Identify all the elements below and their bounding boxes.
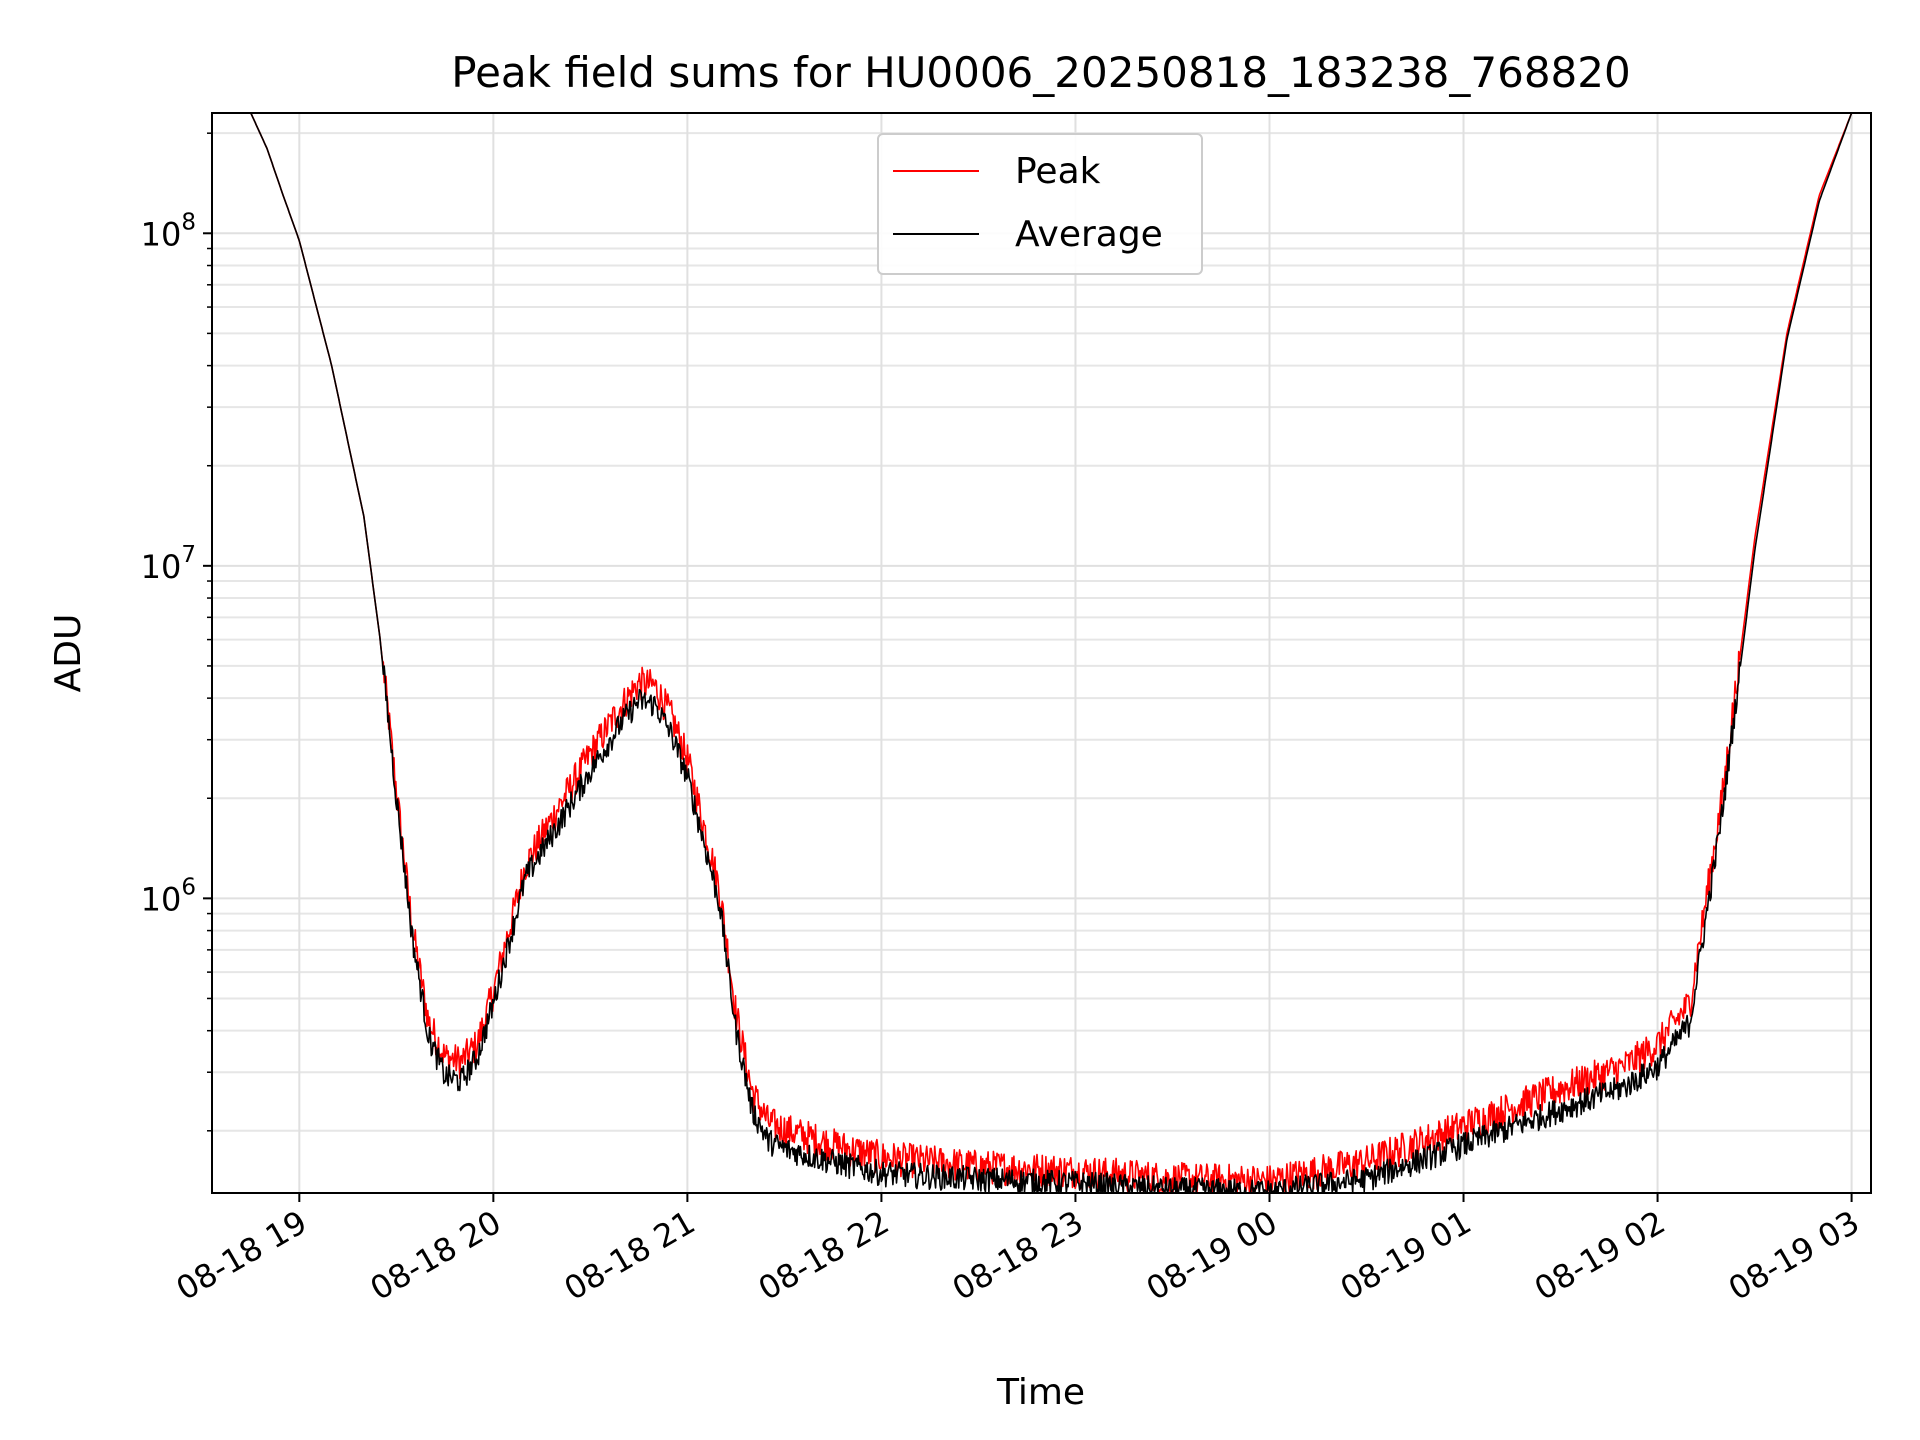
- y-tick-label: 106: [141, 874, 196, 918]
- x-axis-label: Time: [996, 1372, 1085, 1413]
- chart-title: Peak field sums for HU0006_20250818_1832…: [451, 48, 1630, 97]
- y-tick-label: 107: [141, 542, 196, 586]
- legend-box: [877, 133, 1203, 275]
- legend: Peak Average: [877, 133, 1203, 275]
- grid-layer: [212, 113, 1871, 1193]
- y-tick-label: 108: [141, 209, 196, 253]
- legend-label-peak: Peak: [1015, 151, 1101, 192]
- series-line-average: [250, 112, 1853, 1194]
- series-line-peak: [250, 112, 1853, 1194]
- series-layer: [250, 112, 1853, 1194]
- legend-label-average: Average: [1015, 214, 1163, 255]
- plot-frame: [211, 112, 1872, 1194]
- y-axis-label: ADU: [48, 614, 89, 693]
